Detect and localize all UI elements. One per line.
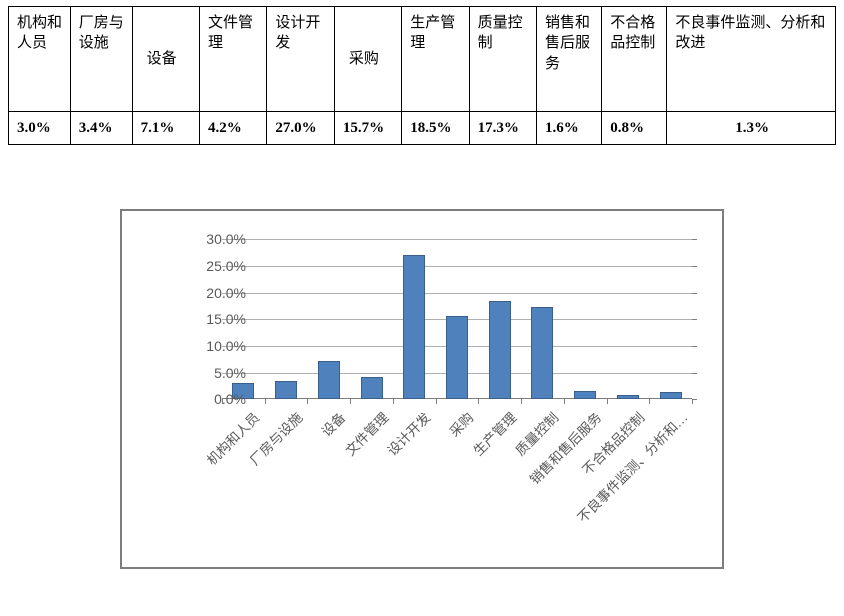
- table-value-cell: 3.0%: [9, 112, 71, 145]
- table-header-cell: 设备: [132, 7, 199, 112]
- gridline: [222, 239, 692, 240]
- bar: [403, 255, 425, 399]
- y-axis-label: 20.0%: [186, 285, 246, 301]
- y-axis-label: 5.0%: [186, 365, 246, 381]
- bar: [574, 391, 596, 400]
- table-header-cell: 生产管理: [402, 7, 469, 112]
- y-tick: [692, 266, 697, 267]
- table-header-cell: 不良事件监测、分析和改进: [667, 7, 836, 112]
- x-tick: [521, 399, 522, 404]
- x-tick: [436, 399, 437, 404]
- bar: [660, 392, 682, 399]
- y-axis-label: 10.0%: [186, 338, 246, 354]
- table-header-cell: 机构和人员: [9, 7, 71, 112]
- y-axis-label: 30.0%: [186, 231, 246, 247]
- bar: [446, 316, 468, 400]
- table-value-cell: 17.3%: [469, 112, 536, 145]
- bar: [489, 301, 511, 400]
- gridline: [222, 293, 692, 294]
- y-tick: [692, 319, 697, 320]
- table-value-cell: 15.7%: [334, 112, 401, 145]
- x-tick: [564, 399, 565, 404]
- table-header-cell: 设计开发: [267, 7, 334, 112]
- x-tick: [478, 399, 479, 404]
- bar: [318, 361, 340, 399]
- table-header-cell: 质量控制: [469, 7, 536, 112]
- table-header-cell: 销售和售后服务: [537, 7, 602, 112]
- table-value-row: 3.0%3.4%7.1%4.2%27.0%15.7%18.5%17.3%1.6%…: [9, 112, 836, 145]
- bar-chart: 0.0%5.0%10.0%15.0%20.0%25.0%30.0%机构和人员厂房…: [120, 209, 724, 569]
- y-axis-label: 25.0%: [186, 258, 246, 274]
- y-axis-label: 0.0%: [186, 391, 246, 407]
- table-value-cell: 7.1%: [132, 112, 199, 145]
- x-tick: [350, 399, 351, 404]
- table-value-cell: 1.6%: [537, 112, 602, 145]
- table-value-cell: 27.0%: [267, 112, 334, 145]
- x-tick: [307, 399, 308, 404]
- table-value-cell: 1.3%: [667, 112, 836, 145]
- y-axis-label: 15.0%: [186, 311, 246, 327]
- table-value-cell: 3.4%: [70, 112, 132, 145]
- x-tick: [607, 399, 608, 404]
- x-axis-label: 文件管理: [339, 407, 391, 459]
- table-value-cell: 18.5%: [402, 112, 469, 145]
- data-table: 机构和人员厂房与设施设备文件管理设计开发采购生产管理质量控制销售和售后服务不合格…: [8, 6, 836, 145]
- page-root: 机构和人员厂房与设施设备文件管理设计开发采购生产管理质量控制销售和售后服务不合格…: [0, 0, 844, 616]
- bar: [531, 307, 553, 399]
- bar: [361, 377, 383, 399]
- plot-area: [222, 239, 692, 399]
- x-tick: [649, 399, 650, 404]
- x-axis-label: 设计开发: [382, 407, 434, 459]
- x-tick: [393, 399, 394, 404]
- y-tick: [692, 373, 697, 374]
- y-tick: [692, 293, 697, 294]
- x-axis-label: 采购: [444, 407, 477, 440]
- table-header-cell: 文件管理: [200, 7, 267, 112]
- y-tick: [692, 346, 697, 347]
- table-header-cell: 不合格品控制: [602, 7, 667, 112]
- x-tick: [692, 399, 693, 404]
- table-header-cell: 厂房与设施: [70, 7, 132, 112]
- table-header-row: 机构和人员厂房与设施设备文件管理设计开发采购生产管理质量控制销售和售后服务不合格…: [9, 7, 836, 112]
- table-header-cell: 采购: [334, 7, 401, 112]
- y-tick: [692, 239, 697, 240]
- x-axis-label: 生产管理: [468, 407, 520, 459]
- x-axis-label: 设备: [316, 407, 349, 440]
- bar: [617, 395, 639, 399]
- bar: [275, 381, 297, 399]
- x-tick: [265, 399, 266, 404]
- table-value-cell: 0.8%: [602, 112, 667, 145]
- table-value-cell: 4.2%: [200, 112, 267, 145]
- gridline: [222, 266, 692, 267]
